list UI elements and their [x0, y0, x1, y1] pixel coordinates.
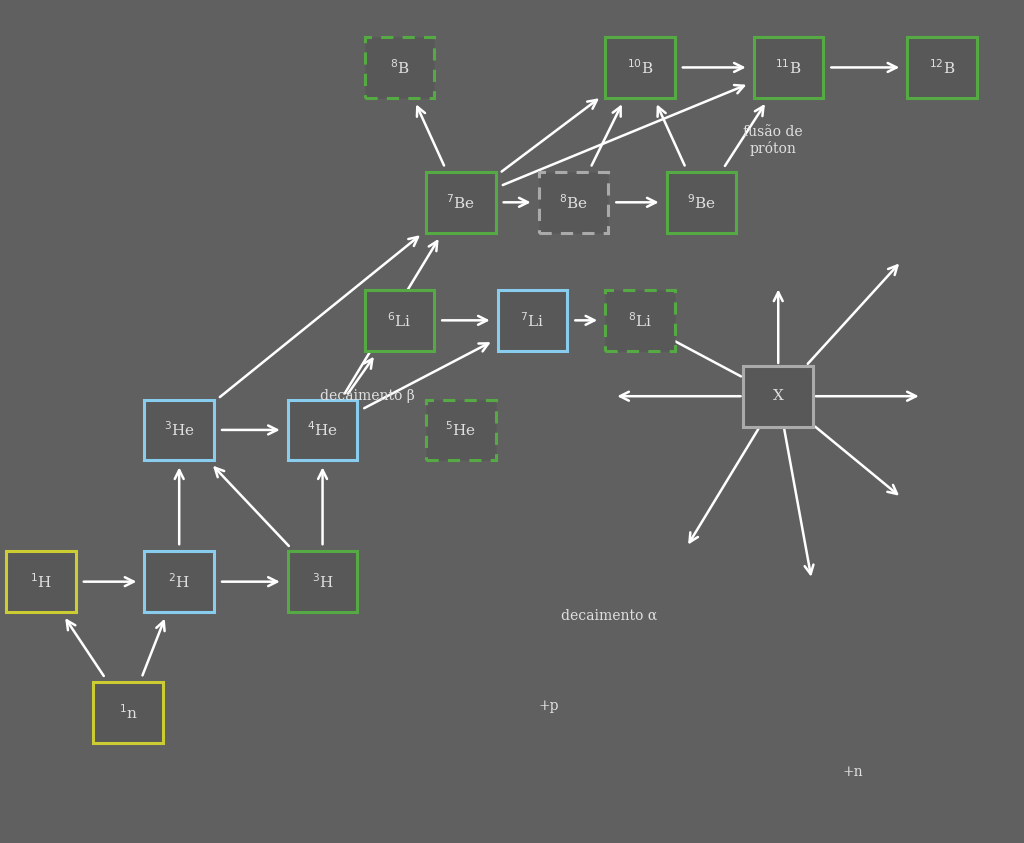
Text: $^{8}$Li: $^{8}$Li: [628, 311, 652, 330]
Bar: [605, 37, 675, 98]
Text: $^{11}$B: $^{11}$B: [775, 58, 802, 77]
Text: +p: +p: [539, 699, 559, 712]
Bar: [288, 400, 357, 460]
Text: $^{5}$He: $^{5}$He: [445, 421, 476, 439]
Text: $^{2}$H: $^{2}$H: [168, 572, 190, 591]
Bar: [144, 551, 214, 612]
Text: decaimento α: decaimento α: [561, 609, 657, 622]
Text: $^{4}$He: $^{4}$He: [307, 421, 338, 439]
Bar: [365, 37, 434, 98]
Text: $^{3}$He: $^{3}$He: [164, 421, 195, 439]
Text: $^{8}$Be: $^{8}$Be: [559, 193, 588, 212]
Bar: [93, 682, 163, 743]
Text: $^{10}$B: $^{10}$B: [627, 58, 653, 77]
Bar: [426, 172, 496, 233]
Text: $^{3}$H: $^{3}$H: [311, 572, 334, 591]
Text: $^{9}$Be: $^{9}$Be: [687, 193, 716, 212]
Text: $^{12}$B: $^{12}$B: [929, 58, 955, 77]
Bar: [144, 400, 214, 460]
Bar: [498, 290, 567, 351]
Text: decaimento β: decaimento β: [319, 389, 415, 403]
Bar: [426, 400, 496, 460]
Text: $^{8}$B: $^{8}$B: [389, 58, 410, 77]
Bar: [539, 172, 608, 233]
Text: $^{7}$Be: $^{7}$Be: [446, 193, 475, 212]
Text: X: X: [773, 389, 783, 403]
Bar: [667, 172, 736, 233]
Text: $^{6}$Li: $^{6}$Li: [387, 311, 412, 330]
Bar: [365, 290, 434, 351]
Text: $^{7}$Li: $^{7}$Li: [520, 311, 545, 330]
Bar: [754, 37, 823, 98]
Text: fusão de
próton: fusão de próton: [743, 125, 803, 156]
Bar: [6, 551, 76, 612]
Bar: [288, 551, 357, 612]
Bar: [743, 366, 813, 427]
Bar: [605, 290, 675, 351]
Bar: [907, 37, 977, 98]
Text: $^{1}$n: $^{1}$n: [119, 703, 137, 722]
Text: $^{1}$H: $^{1}$H: [30, 572, 52, 591]
Text: +n: +n: [843, 765, 863, 779]
